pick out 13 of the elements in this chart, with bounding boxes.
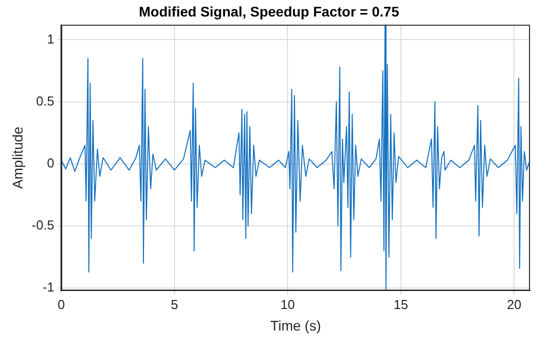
x-axis-title: Time (s) <box>270 317 322 334</box>
y-axis-title: Amplitude <box>9 126 26 189</box>
chart-title: Modified Signal, Speedup Factor = 0.75 <box>138 3 400 20</box>
x-tick-label: 15 <box>394 296 408 312</box>
x-tick-label: 5 <box>170 296 178 312</box>
x-tick-label: 20 <box>506 296 522 312</box>
y-tick-label: 1 <box>46 31 54 46</box>
y-tick-label: 0 <box>46 155 54 170</box>
x-tick-label: 0 <box>58 296 65 312</box>
x-tick-label: 10 <box>280 296 295 312</box>
y-tick-label: -0.5 <box>32 218 54 233</box>
y-tick-label: 0.5 <box>36 93 54 108</box>
y-tick-label: -1 <box>42 280 54 295</box>
